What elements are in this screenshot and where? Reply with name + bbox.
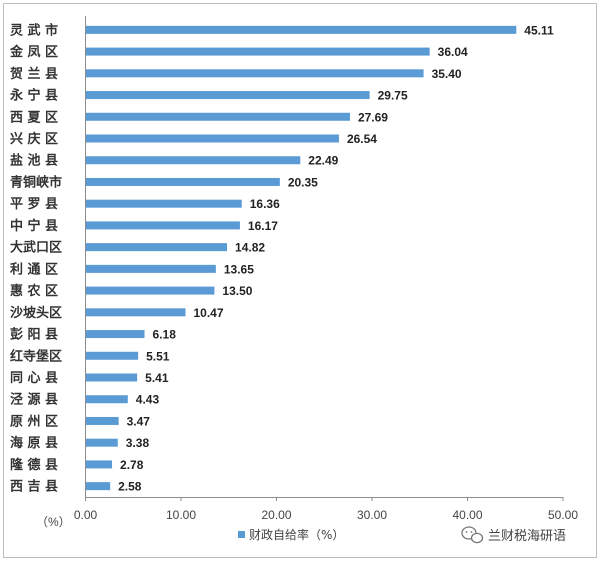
data-label: 35.40 <box>432 67 462 81</box>
data-label: 26.54 <box>347 132 377 146</box>
data-label: 13.50 <box>222 284 252 298</box>
bar <box>86 69 424 78</box>
data-label: 2.58 <box>118 480 142 494</box>
category-label: 同 心 县 <box>10 371 58 386</box>
legend: 财政自给率（%） <box>238 527 344 542</box>
x-tick-label: 40.00 <box>452 508 482 522</box>
category-label: 永 宁 县 <box>9 88 58 104</box>
bar <box>86 395 128 404</box>
watermark: 兰财税海研语 <box>461 526 566 544</box>
watermark-text: 兰财税海研语 <box>488 529 566 544</box>
category-label: 平 罗 县 <box>10 197 58 212</box>
x-tick-label: 50.00 <box>548 508 578 522</box>
data-label: 20.35 <box>288 175 318 189</box>
bar <box>86 438 118 447</box>
bar <box>86 416 119 425</box>
bar <box>86 156 301 165</box>
data-label: 27.69 <box>358 110 388 124</box>
category-label: 兴 庆 区 <box>10 131 58 147</box>
bar <box>86 482 111 491</box>
bar <box>86 243 228 252</box>
category-label: 隆 德 县 <box>10 457 58 473</box>
category-label: 中 宁 县 <box>10 218 58 234</box>
data-label: 16.36 <box>250 197 280 211</box>
bar <box>86 177 280 186</box>
data-label: 16.17 <box>248 219 278 233</box>
bar <box>86 351 139 360</box>
x-tick-label: 0.00 <box>74 508 98 522</box>
x-unit-label: （%） <box>36 515 71 529</box>
wechat-icon <box>461 526 484 544</box>
category-label: 灵 武 市 <box>10 22 58 38</box>
data-label: 2.78 <box>120 458 144 472</box>
bar <box>86 91 370 100</box>
data-label: 6.18 <box>153 328 177 342</box>
category-label: 西 夏 区 <box>10 110 58 125</box>
bar <box>86 373 138 382</box>
category-label: 惠 农 区 <box>10 283 58 299</box>
legend-swatch <box>238 531 245 538</box>
data-label: 3.47 <box>127 414 151 428</box>
category-label: 青铜峡市 <box>10 174 62 190</box>
data-label: 14.82 <box>235 241 265 255</box>
category-label: 彭 阳 县 <box>10 327 58 343</box>
bar <box>86 264 216 273</box>
category-label: 西 吉 县 <box>10 480 58 495</box>
data-label: 5.41 <box>145 371 169 385</box>
bar <box>86 134 339 143</box>
data-label: 45.11 <box>524 23 554 37</box>
bar <box>86 330 145 339</box>
data-label: 4.43 <box>136 393 160 407</box>
bar <box>86 47 430 56</box>
legend-label: 财政自给率（%） <box>249 527 344 542</box>
bar <box>86 286 215 295</box>
data-label: 29.75 <box>378 89 408 103</box>
bar <box>86 199 242 208</box>
x-tick-label: 20.00 <box>261 508 291 522</box>
data-label: 22.49 <box>308 154 338 168</box>
category-label: 沙坡头区 <box>10 305 62 321</box>
category-label: 金 凤 区 <box>9 44 58 60</box>
data-label: 13.65 <box>224 262 254 276</box>
bar <box>86 112 350 121</box>
category-label: 海 原 县 <box>10 435 58 451</box>
category-label: 贺 兰 县 <box>9 66 58 82</box>
data-label: 10.47 <box>193 306 223 320</box>
chart-frame <box>3 3 597 558</box>
category-label: 大武口区 <box>10 240 62 256</box>
bar <box>86 308 186 317</box>
bar <box>86 460 113 469</box>
category-label: 泾 源 县 <box>10 392 58 408</box>
data-label: 5.51 <box>146 349 170 363</box>
category-label: 红寺堡区 <box>10 348 62 364</box>
data-label: 36.04 <box>438 45 468 59</box>
data-label: 3.38 <box>126 436 150 450</box>
x-tick-label: 10.00 <box>166 508 196 522</box>
bar <box>86 25 517 34</box>
category-label: 原 州 区 <box>10 414 58 429</box>
category-label: 利 通 区 <box>10 261 58 277</box>
category-label: 盐 池 县 <box>10 153 58 169</box>
bar <box>86 221 240 230</box>
x-tick-label: 30.00 <box>357 508 387 522</box>
